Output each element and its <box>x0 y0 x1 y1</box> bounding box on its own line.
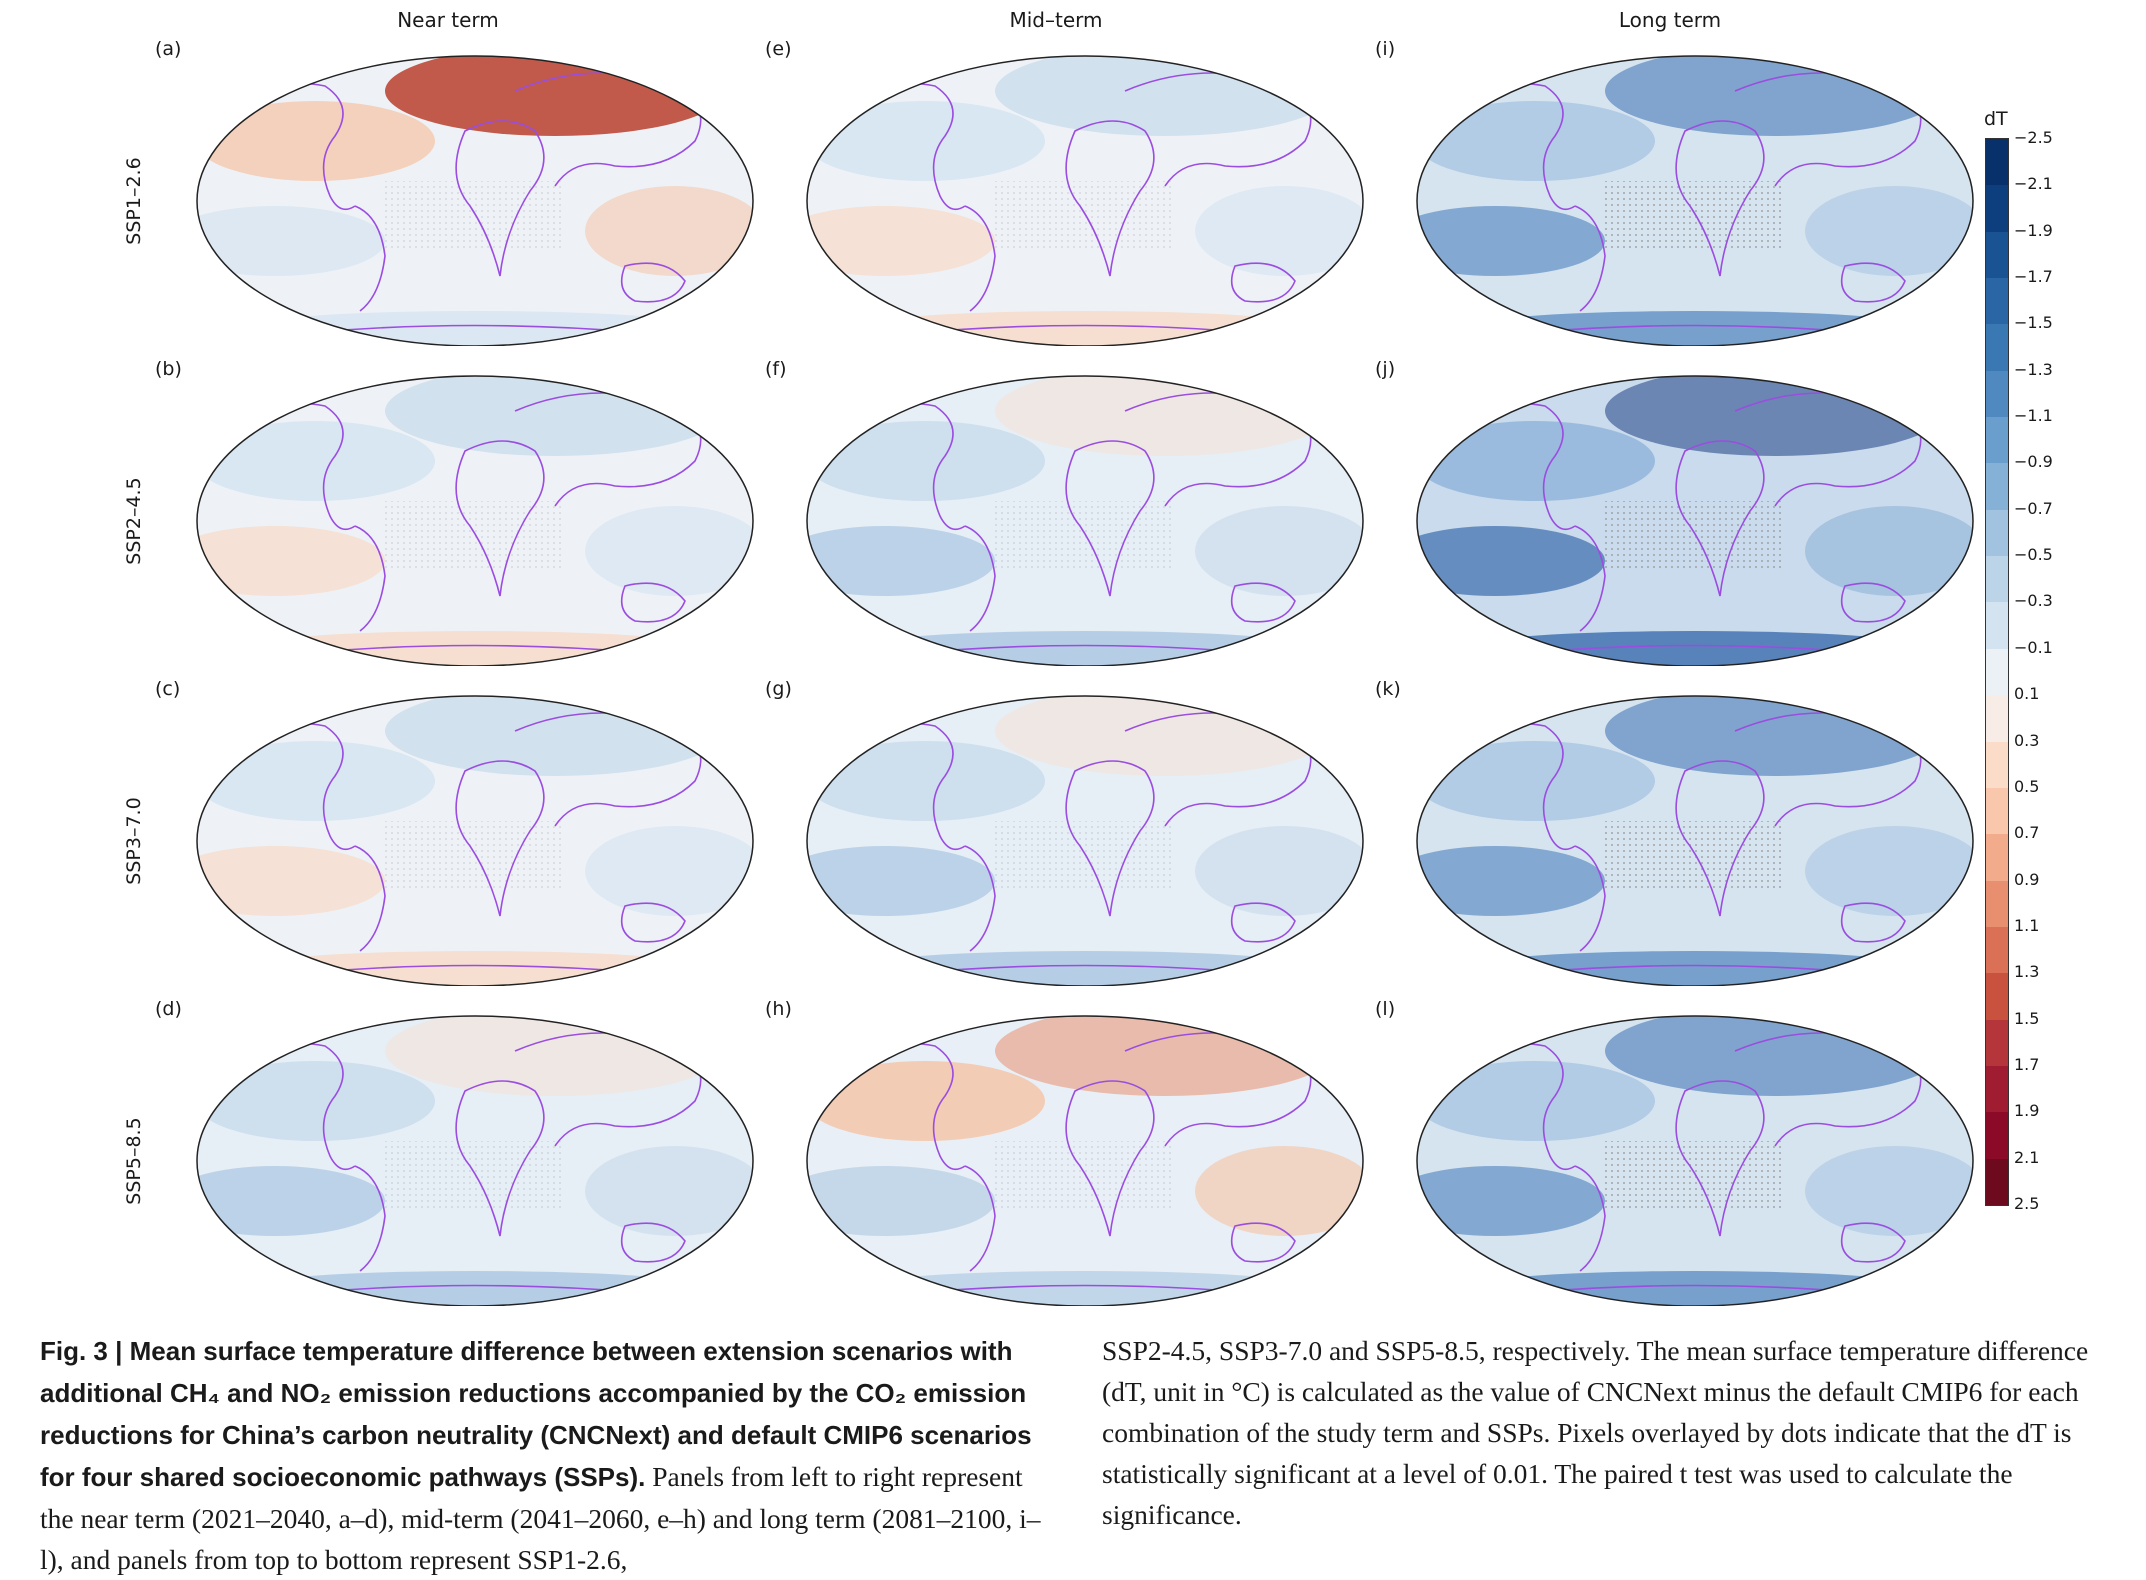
colorbar-segment <box>1986 1158 2008 1206</box>
colorbar-segment <box>1986 370 2008 418</box>
colorbar-segment <box>1986 880 2008 928</box>
panel-label: (j) <box>1375 358 1396 380</box>
panel-label: (i) <box>1375 38 1396 60</box>
world-map <box>806 695 1364 987</box>
colorbar-tick-label: −1.9 <box>2014 220 2053 240</box>
world-map <box>806 375 1364 667</box>
panel-label: (f) <box>765 358 787 380</box>
colorbar-tick-label: 2.1 <box>2014 1147 2040 1167</box>
world-map <box>1416 375 1974 667</box>
panel-label: (g) <box>765 678 792 700</box>
colorbar-tick-label: 0.7 <box>2014 823 2040 843</box>
colorbar-tick-label: −2.1 <box>2014 174 2053 194</box>
colorbar-tick-label: −0.1 <box>2014 637 2053 657</box>
colorbar-tick-label: −0.7 <box>2014 498 2053 518</box>
world-map <box>196 375 754 667</box>
colorbar-tick-label: −0.3 <box>2014 591 2053 611</box>
colorbar-segment <box>1986 787 2008 835</box>
world-map <box>1416 695 1974 987</box>
column-title-mid-term: Mid–term <box>1009 8 1103 32</box>
colorbar-segment <box>1986 231 2008 279</box>
column-title-long-term: Long term <box>1618 8 1722 32</box>
caption-right-column: SSP2-4.5, SSP3-7.0 and SSP5-8.5, respect… <box>1102 1335 2089 1530</box>
world-map <box>806 55 1364 347</box>
colorbar-tick-label: 0.3 <box>2014 730 2040 750</box>
map-panel: (d) <box>155 998 755 1307</box>
colorbar-tick-label: −1.7 <box>2014 267 2053 287</box>
caption-bold-title: Fig. 3 | Mean surface temperature differ… <box>40 1336 1032 1492</box>
colorbar-segment <box>1986 417 2008 464</box>
colorbar-tick-label: −0.5 <box>2014 545 2053 565</box>
panel-label: (d) <box>155 998 182 1020</box>
panel-label: (e) <box>765 38 792 60</box>
colorbar-tick-label: −0.9 <box>2014 452 2053 472</box>
panel-label: (b) <box>155 358 182 380</box>
map-panel: (i) <box>1375 38 1975 347</box>
map-panel: (g) <box>765 678 1365 987</box>
colorbar-segment <box>1986 602 2008 650</box>
colorbar-segment <box>1986 324 2008 372</box>
colorbar-tick-label: −1.5 <box>2014 313 2053 333</box>
panel-label: (l) <box>1375 998 1396 1020</box>
colorbar-segment <box>1986 926 2008 974</box>
colorbar-segment <box>1986 741 2008 789</box>
panel-label: (h) <box>765 998 792 1020</box>
panel-label: (c) <box>155 678 181 700</box>
colorbar-segment <box>1986 1112 2008 1160</box>
map-panel: (e) <box>765 38 1365 347</box>
row-title-ssp5: SSP5–8.5 <box>123 1117 145 1205</box>
world-map <box>196 695 754 987</box>
map-panel: (k) <box>1375 678 1975 987</box>
column-title-near-term: Near term <box>397 8 499 32</box>
panel-label: (a) <box>155 38 182 60</box>
colorbar-tick-label: 1.3 <box>2014 962 2040 982</box>
row-title-ssp3: SSP3–7.0 <box>123 797 145 885</box>
colorbar-title: dT <box>1984 108 2008 130</box>
world-map <box>1416 55 1974 347</box>
colorbar-tick-label: 1.5 <box>2014 1008 2040 1028</box>
map-panel: (c) <box>155 678 755 987</box>
caption-left-column: Fig. 3 | Mean surface temperature differ… <box>40 1330 1060 1580</box>
row-title-ssp1: SSP1–2.6 <box>123 157 145 245</box>
world-map <box>196 1015 754 1307</box>
map-panel: (f) <box>765 358 1365 667</box>
colorbar-tick-label: 0.9 <box>2014 869 2040 889</box>
map-panel: (a) <box>155 38 755 347</box>
world-map <box>1416 1015 1974 1307</box>
colorbar-segment <box>1986 556 2008 603</box>
colorbar-tick-label: 0.5 <box>2014 776 2040 796</box>
map-panel: (h) <box>765 998 1365 1307</box>
colorbar-tick-label: 1.7 <box>2014 1054 2040 1074</box>
colorbar-tick-label: −2.5 <box>2014 128 2053 147</box>
colorbar-segment <box>1986 834 2008 882</box>
colorbar-segment <box>1986 509 2008 557</box>
colorbar <box>1985 138 2009 1206</box>
colorbar-tick-label: 1.1 <box>2014 915 2040 935</box>
colorbar-tick-label: 2.5 <box>2014 1194 2040 1213</box>
colorbar-segment <box>1986 185 2008 233</box>
map-panel: (j) <box>1375 358 1975 667</box>
colorbar-segment <box>1986 463 2008 511</box>
colorbar-segment <box>1986 648 2008 696</box>
panel-label: (k) <box>1375 678 1401 700</box>
colorbar-segment <box>1986 1065 2008 1113</box>
world-map <box>196 55 754 347</box>
colorbar-tick-label: −1.3 <box>2014 359 2053 379</box>
colorbar-segment <box>1986 278 2008 325</box>
colorbar-segment <box>1986 695 2008 743</box>
map-panel: (b) <box>155 358 755 667</box>
colorbar-segment <box>1986 139 2008 186</box>
colorbar-tick-label: 0.1 <box>2014 684 2040 704</box>
colorbar-segment <box>1986 1019 2008 1067</box>
colorbar-tick-label: −1.1 <box>2014 406 2053 426</box>
world-map <box>806 1015 1364 1307</box>
row-title-ssp2: SSP2–4.5 <box>123 477 145 565</box>
colorbar-segment <box>1986 973 2008 1021</box>
colorbar-tick-label: 1.9 <box>2014 1101 2040 1121</box>
map-panel: (l) <box>1375 998 1975 1307</box>
